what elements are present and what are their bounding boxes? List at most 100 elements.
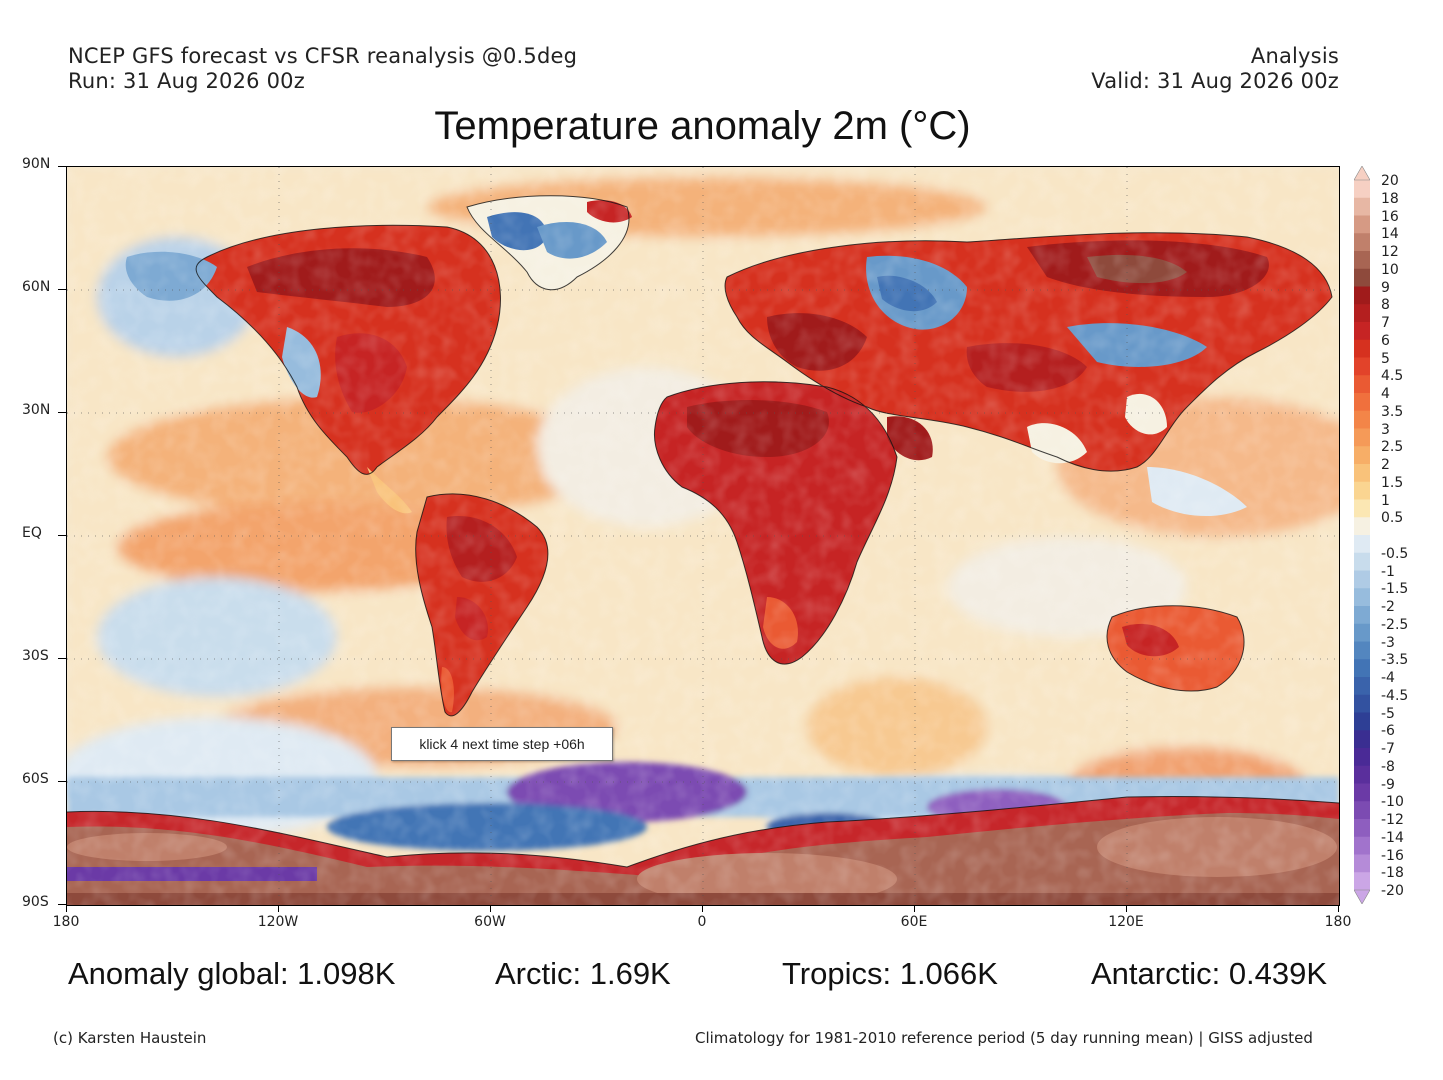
color-scale-label: 12 — [1381, 244, 1399, 260]
color-scale-label: 4 — [1381, 386, 1390, 402]
color-scale-swatch — [1354, 836, 1370, 855]
color-scale-arrow-up — [1354, 166, 1370, 181]
color-scale-label: -9 — [1381, 776, 1395, 793]
color-scale-swatch — [1354, 339, 1370, 358]
lon-label-120w: 120W — [257, 914, 299, 930]
lon-label-180e: 180 — [1324, 914, 1352, 930]
anomaly-global: Anomaly global: 1.098K — [68, 956, 396, 991]
color-scale-label: 2 — [1381, 457, 1390, 473]
color-scale-swatch — [1354, 517, 1370, 536]
lat-tick — [58, 289, 66, 290]
color-scale-label: -16 — [1381, 847, 1404, 864]
color-scale-swatch — [1354, 712, 1370, 731]
lon-label-60e: 60E — [900, 914, 928, 930]
color-scale-swatch — [1354, 197, 1370, 216]
climatology-note: Climatology for 1981-2010 reference peri… — [695, 1029, 1313, 1047]
color-scale-swatch — [1354, 606, 1370, 625]
color-scale-swatch — [1354, 446, 1370, 465]
color-scale-label: -3 — [1381, 634, 1395, 651]
color-scale-swatch — [1354, 268, 1370, 287]
color-scale-label: 8 — [1381, 297, 1390, 314]
lat-label-30n: 30N — [22, 402, 51, 418]
color-scale-swatch — [1354, 730, 1370, 749]
lat-tick — [58, 535, 66, 536]
model-description: NCEP GFS forecast vs CFSR reanalysis @0.… — [68, 44, 578, 68]
color-scale-label: -20 — [1381, 883, 1404, 899]
copyright: (c) Karsten Haustein — [53, 1029, 207, 1047]
color-scale-swatch — [1354, 748, 1370, 767]
color-scale-label: -2 — [1381, 599, 1395, 615]
color-scale-swatch — [1354, 552, 1370, 571]
lon-tick — [1338, 905, 1339, 912]
valid-info: Analysis Valid: 31 Aug 2026 00z — [1091, 44, 1339, 94]
color-scale-label: 3 — [1381, 421, 1390, 438]
color-scale-label: -4.5 — [1381, 687, 1409, 704]
lat-label-eq: EQ — [22, 525, 42, 541]
lat-tick — [58, 166, 66, 167]
color-scale-swatch — [1354, 588, 1370, 607]
color-scale-swatch — [1354, 410, 1370, 429]
color-scale-bar — [1354, 166, 1370, 904]
color-scale-swatch — [1354, 251, 1370, 270]
color-scale-label: -0.5 — [1381, 545, 1409, 562]
color-scale-label: 5 — [1381, 350, 1390, 367]
lon-label-180w: 180 — [52, 914, 80, 930]
lon-label-60w: 60W — [474, 914, 506, 930]
color-scale-swatch — [1354, 765, 1370, 784]
color-scale-label: 16 — [1381, 208, 1399, 225]
lat-tick — [58, 412, 66, 413]
color-scale-swatch — [1354, 304, 1370, 323]
color-scale-swatch — [1354, 357, 1370, 376]
lon-label-0: 0 — [697, 914, 707, 930]
lat-tick — [58, 781, 66, 782]
color-scale-label: -6 — [1381, 723, 1395, 740]
lon-tick — [66, 905, 67, 912]
color-scale-swatch — [1354, 819, 1370, 838]
next-time-step-tooltip[interactable]: klick 4 next time step +06h — [391, 727, 613, 761]
color-scale-label: 7 — [1381, 315, 1390, 331]
anomaly-map-canvas[interactable] — [67, 167, 1339, 905]
color-scale-swatch — [1354, 233, 1370, 252]
color-scale-swatch — [1354, 375, 1370, 394]
color-scale-label: 2.5 — [1381, 439, 1404, 456]
color-scale-swatch — [1354, 215, 1370, 234]
color-scale-label: -10 — [1381, 794, 1404, 811]
color-scale-label: -4 — [1381, 670, 1395, 686]
color-scale-swatch — [1354, 872, 1370, 891]
color-scale-label: 18 — [1381, 190, 1399, 207]
color-scale-swatch — [1354, 393, 1370, 412]
color-scale-label: -18 — [1381, 865, 1404, 882]
texture-overlay — [67, 167, 1339, 905]
color-scale-label: 9 — [1381, 279, 1390, 296]
color-scale-swatch — [1354, 659, 1370, 678]
coastlines — [67, 195, 1339, 868]
color-scale-label: -2.5 — [1381, 616, 1409, 633]
lat-tick — [58, 658, 66, 659]
color-scale-arrow-down — [1354, 889, 1370, 904]
color-scale-label: 6 — [1381, 332, 1390, 349]
color-scale-swatch — [1354, 801, 1370, 820]
valid-time: Valid: 31 Aug 2026 00z — [1091, 69, 1339, 93]
anomaly-map[interactable] — [66, 166, 1340, 906]
lat-label-90n: 90N — [22, 156, 51, 172]
lat-label-60n: 60N — [22, 279, 51, 295]
lat-label-60s: 60S — [22, 771, 49, 787]
lon-tick — [278, 905, 279, 912]
color-scale-swatch — [1354, 570, 1370, 589]
color-scale-swatch — [1354, 677, 1370, 696]
color-scale-swatch — [1354, 428, 1370, 447]
color-scale-label: 14 — [1381, 226, 1399, 243]
lon-tick — [914, 905, 915, 912]
color-scale-swatch — [1354, 694, 1370, 713]
color-scale-label: -12 — [1381, 812, 1404, 828]
lon-tick — [1126, 905, 1127, 912]
color-scale-swatch — [1354, 641, 1370, 660]
run-info: NCEP GFS forecast vs CFSR reanalysis @0.… — [68, 44, 577, 94]
lat-label-30s: 30S — [22, 648, 49, 664]
color-scale-swatch — [1354, 322, 1370, 341]
color-scale-label: -8 — [1381, 758, 1395, 775]
lat-tick — [58, 904, 66, 905]
color-scale-label: 4.5 — [1381, 368, 1404, 385]
color-scale-swatch — [1354, 783, 1370, 802]
lon-tick — [702, 905, 703, 912]
